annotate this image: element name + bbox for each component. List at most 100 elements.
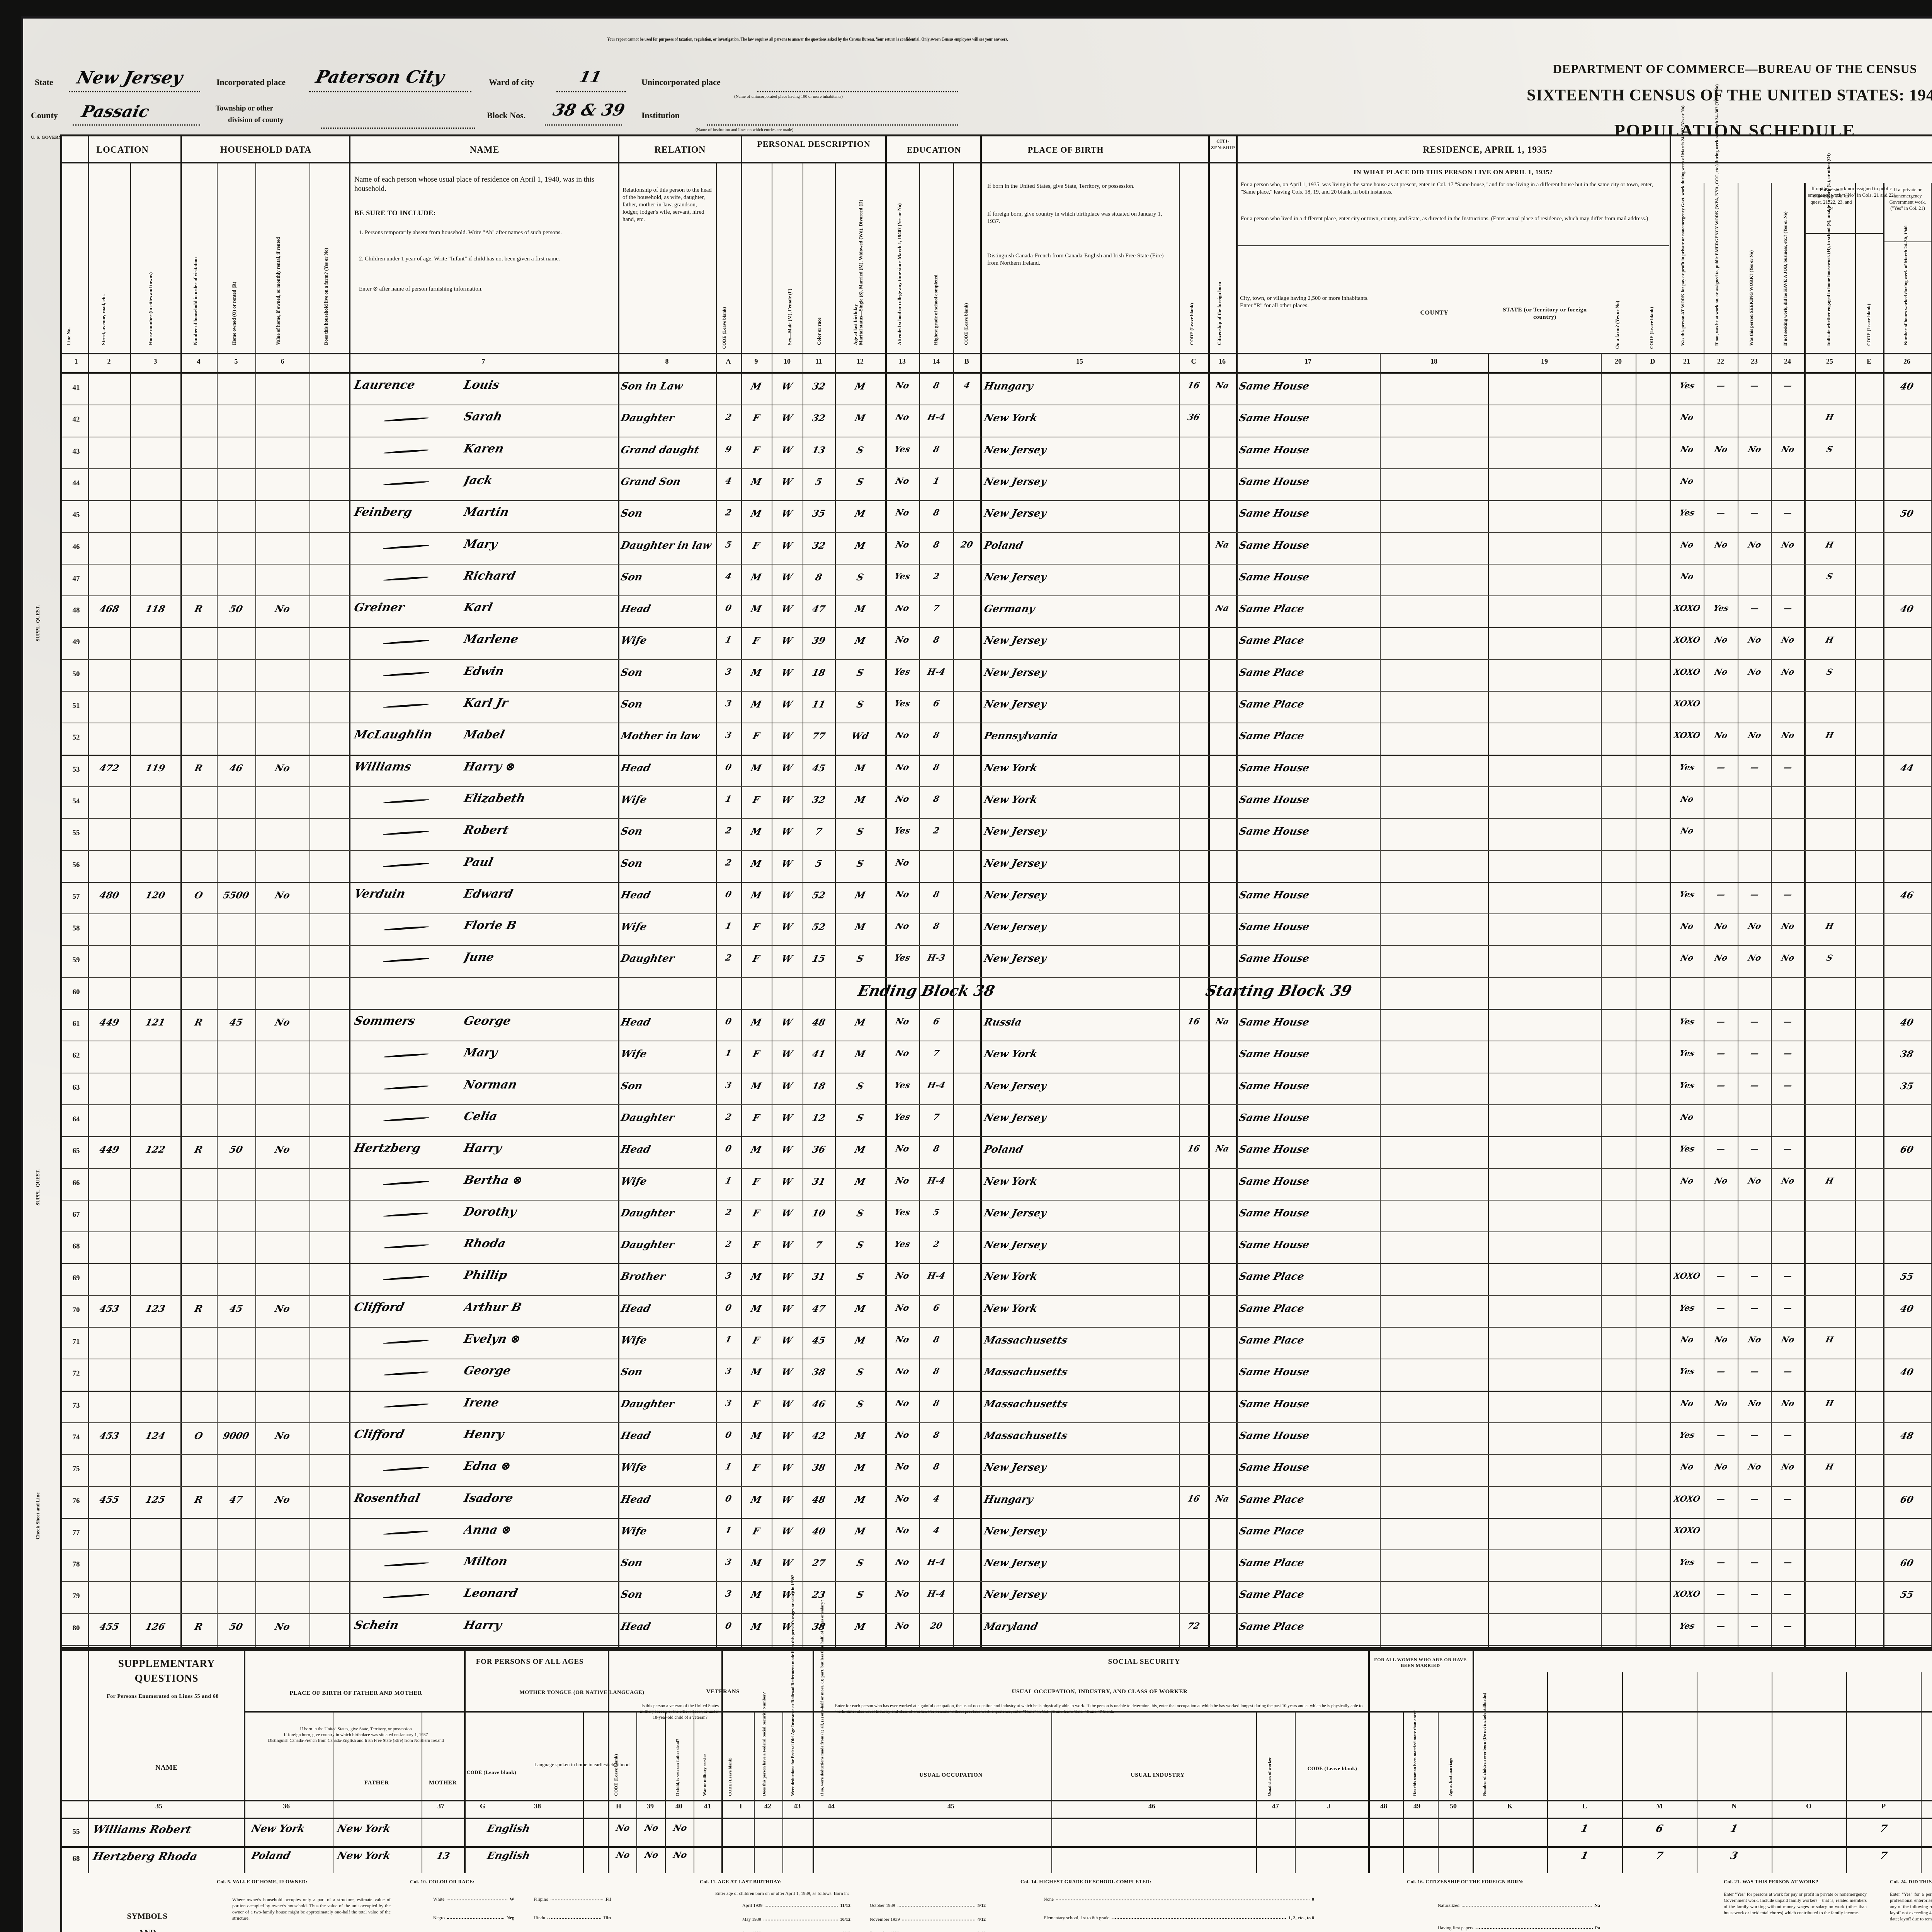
cell-grade[interactable]: 8 — [932, 730, 940, 741]
cell-hh[interactable]: 121 — [144, 1017, 167, 1028]
cell-given[interactable]: Karen — [462, 442, 505, 456]
cell-surname[interactable]: Laurence — [352, 378, 417, 392]
cell-sch[interactable]: No — [894, 508, 910, 518]
cell-pob[interactable]: New Jersey — [983, 1080, 1048, 1092]
cell-farm[interactable]: No — [274, 1017, 291, 1028]
cell-sex[interactable]: M — [750, 1017, 763, 1028]
cell-a[interactable]: 3 — [724, 1557, 733, 1568]
cell-rel[interactable]: Daughter in law — [619, 539, 713, 551]
cell-race[interactable]: W — [781, 667, 794, 678]
cell-grade[interactable]: 8 — [932, 889, 940, 900]
cell-grade[interactable]: H-4 — [926, 412, 946, 423]
cell-sch[interactable]: No — [894, 1525, 910, 1536]
cell-q21[interactable]: No — [1679, 826, 1695, 836]
cell-q21[interactable]: Yes — [1678, 508, 1696, 518]
cell-house[interactable]: 455 — [98, 1621, 121, 1632]
cell-q23[interactable]: — — [1749, 1048, 1760, 1058]
cell-given[interactable]: Phillip — [462, 1269, 509, 1282]
cell-q21[interactable]: No — [1679, 1112, 1695, 1122]
cell-a[interactable]: 3 — [724, 699, 733, 709]
cell-age[interactable]: 32 — [811, 412, 827, 424]
cell-rel[interactable]: Son — [619, 1366, 644, 1378]
cell-sex[interactable]: F — [752, 794, 761, 805]
cell-pob[interactable]: Hungary — [983, 381, 1034, 392]
cell-rel[interactable]: Head — [619, 1493, 652, 1505]
cell-sch[interactable]: No — [894, 1398, 910, 1408]
supp-office-cell-m[interactable]: 7 — [1654, 1850, 1664, 1862]
cell-q21[interactable]: XOXO — [1673, 603, 1701, 613]
cell-sex[interactable]: M — [750, 826, 763, 837]
cell-c[interactable]: 16 — [1186, 381, 1201, 391]
cell-rel[interactable]: Son — [619, 571, 644, 583]
cell-age[interactable]: 47 — [811, 1303, 827, 1314]
cell-pob[interactable]: New Jersey — [983, 826, 1048, 838]
cell-res[interactable]: Same House — [1238, 508, 1311, 520]
cell-grade[interactable]: 8 — [932, 1430, 940, 1440]
cell-hrs[interactable]: 55 — [1899, 1271, 1915, 1282]
cell-res[interactable]: Same House — [1238, 444, 1311, 456]
cell-mar[interactable]: M — [854, 539, 867, 551]
cell-race[interactable]: W — [781, 1621, 794, 1632]
cell-a[interactable]: 2 — [724, 1207, 733, 1218]
cell-b[interactable]: 4 — [963, 381, 971, 391]
cell-sch[interactable]: No — [894, 1589, 910, 1599]
cell-given[interactable]: Irene — [462, 1396, 500, 1410]
cell-res[interactable]: Same House — [1238, 539, 1311, 551]
cell-q23[interactable]: — — [1749, 1557, 1760, 1567]
cell-sex[interactable]: M — [750, 889, 763, 901]
cell-grade[interactable]: 8 — [932, 508, 940, 518]
cell-sch[interactable]: Yes — [893, 1112, 912, 1122]
cell-q22[interactable]: — — [1716, 381, 1726, 390]
cell-given[interactable]: Arthur B — [462, 1300, 523, 1314]
cell-q23[interactable]: — — [1749, 1493, 1760, 1503]
cell-q23[interactable]: — — [1749, 1144, 1760, 1154]
cell-race[interactable]: W — [781, 1207, 794, 1219]
supp-office-cell-q[interactable]: 1 — [1920, 1823, 1932, 1835]
cell-pob[interactable]: New York — [983, 762, 1039, 774]
cell-given[interactable]: Jack — [462, 473, 494, 487]
cell-cit[interactable]: Na — [1214, 539, 1230, 550]
cell-farm[interactable]: No — [274, 889, 291, 901]
cell-house[interactable]: 472 — [98, 762, 121, 774]
cell-age[interactable]: 39 — [811, 635, 827, 646]
cell-given[interactable]: Martin — [462, 505, 510, 519]
cell-age[interactable]: 32 — [811, 381, 827, 392]
cell-q21[interactable]: XOXO — [1673, 1525, 1701, 1535]
cell-age[interactable]: 18 — [811, 1080, 827, 1092]
cell-q23[interactable]: No — [1747, 667, 1762, 677]
cell-pob[interactable]: New Jersey — [983, 508, 1048, 520]
cell-sch[interactable]: Yes — [893, 1239, 912, 1250]
cell-age[interactable]: 52 — [811, 921, 827, 933]
cell-house[interactable]: 453 — [98, 1430, 121, 1441]
supp-cell-father[interactable]: New York — [250, 1823, 306, 1835]
cell-hrs[interactable]: 40 — [1899, 1017, 1915, 1028]
cell-race[interactable]: W — [781, 730, 794, 742]
cell-farm[interactable]: No — [274, 762, 291, 774]
cell-sch[interactable]: No — [894, 412, 910, 423]
cell-grade[interactable]: H-4 — [926, 1557, 946, 1568]
supp-cell-mother[interactable]: New York — [336, 1850, 392, 1862]
cell-grade[interactable]: 6 — [932, 1303, 940, 1313]
cell-a[interactable]: 3 — [724, 1366, 733, 1377]
cell-race[interactable]: W — [781, 1589, 794, 1600]
cell-q23[interactable]: No — [1747, 1335, 1762, 1344]
cell-mar[interactable]: S — [855, 1207, 865, 1219]
cell-res[interactable]: Same House — [1238, 412, 1311, 424]
cell-mar[interactable]: S — [855, 1080, 865, 1092]
cell-pob[interactable]: New York — [983, 1303, 1039, 1315]
cell-q21[interactable]: No — [1679, 476, 1695, 486]
cell-hrs[interactable]: 46 — [1899, 889, 1915, 901]
cell-pob[interactable]: Massachusetts — [983, 1335, 1069, 1346]
cell-q22[interactable]: No — [1713, 635, 1729, 645]
cell-q22[interactable]: No — [1713, 921, 1729, 931]
cell-surname[interactable]: Feinberg — [352, 505, 413, 519]
cell-q25[interactable]: H — [1825, 1398, 1835, 1408]
cell-q24[interactable]: No — [1780, 921, 1796, 931]
cell-sex[interactable]: M — [750, 1557, 763, 1569]
cell-farm[interactable]: No — [274, 603, 291, 615]
cell-a[interactable]: 0 — [724, 1017, 733, 1027]
cell-cit[interactable]: Na — [1214, 1017, 1230, 1027]
cell-rel[interactable]: Son — [619, 699, 644, 710]
cell-mar[interactable]: S — [855, 857, 865, 869]
cell-pob[interactable]: New Jersey — [983, 1589, 1048, 1601]
